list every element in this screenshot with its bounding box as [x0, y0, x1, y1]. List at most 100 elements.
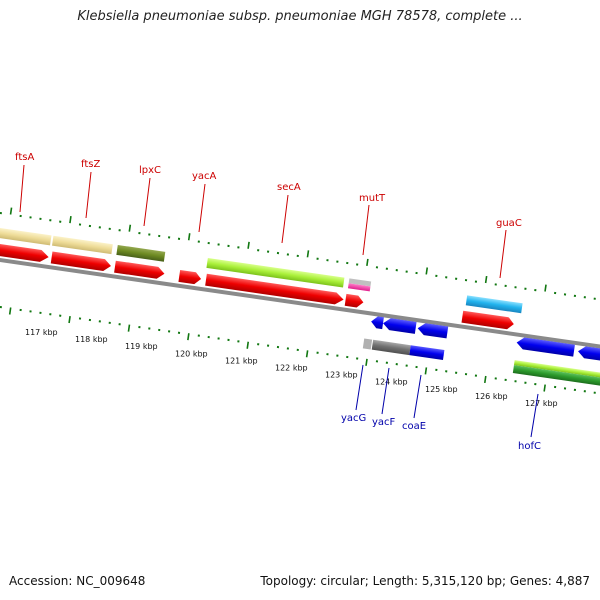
mutT-feature[interactable]: [348, 278, 372, 287]
minor-tick: [207, 241, 210, 245]
minor-tick: [39, 311, 42, 314]
lpxC-label[interactable]: lpxC: [139, 165, 161, 176]
hofC-feature-green[interactable]: [512, 365, 600, 391]
minor-tick: [207, 335, 210, 339]
ftsZ-feature[interactable]: [52, 235, 113, 255]
minor-tick: [405, 270, 408, 273]
hofC-arrow-2[interactable]: [577, 345, 600, 366]
guaC-leader: [499, 229, 507, 279]
minor-tick: [138, 325, 141, 329]
forward-gene-labels: ftsA ftsZ lpxC yacA secA mutT guaC: [15, 152, 522, 279]
ftsZ-label[interactable]: ftsZ: [81, 159, 100, 170]
minor-tick: [266, 250, 270, 253]
minor-tick: [0, 306, 2, 309]
yacG-label[interactable]: yacG: [341, 413, 366, 424]
major-tick: [306, 250, 310, 258]
mutT-label[interactable]: mutT: [359, 193, 386, 204]
minor-tick: [346, 355, 349, 359]
yacG-leader: [355, 364, 364, 411]
hofC-arrow-1[interactable]: [516, 337, 575, 357]
major-tick: [543, 384, 546, 392]
tick-label: 117 kbp: [25, 328, 58, 337]
hofC-leader: [530, 393, 539, 438]
yacF-feature[interactable]: [371, 339, 411, 356]
minor-tick: [108, 227, 111, 230]
minor-tick: [217, 337, 220, 340]
coaE-label[interactable]: coaE: [402, 421, 426, 432]
major-tick: [128, 224, 132, 232]
guaC-feature[interactable]: [465, 295, 523, 314]
minor-tick: [415, 271, 418, 275]
mutT-pink-feature[interactable]: [347, 283, 371, 292]
topology-info-text: Topology: circular; Length: 5,315,120 bp…: [260, 574, 590, 588]
minor-tick: [167, 236, 171, 239]
major-tick: [247, 241, 250, 249]
minor-tick: [474, 374, 478, 377]
minor-tick: [593, 297, 596, 300]
coaE-feature[interactable]: [409, 345, 445, 360]
hofC-label[interactable]: hofC: [518, 441, 541, 452]
minor-tick: [158, 328, 161, 332]
yacF-arrow[interactable]: [382, 317, 417, 334]
minor-tick: [435, 368, 438, 372]
minor-tick: [464, 373, 468, 376]
yacG-feature[interactable]: [362, 338, 373, 350]
minor-tick: [78, 317, 82, 320]
minor-tick: [405, 364, 408, 367]
ftsZ-arrow[interactable]: [50, 251, 112, 272]
hofC-feature-lime[interactable]: [513, 360, 600, 383]
tick-label: 120 kbp: [175, 349, 208, 358]
tick-label: 123 kbp: [325, 371, 358, 380]
minor-tick: [435, 274, 438, 278]
coaE-arrow[interactable]: [417, 322, 449, 339]
minor-tick: [593, 391, 596, 394]
secA-label[interactable]: secA: [277, 182, 301, 193]
minor-tick: [336, 260, 339, 263]
guaC-label[interactable]: guaC: [496, 218, 522, 229]
ftsA-label[interactable]: ftsA: [15, 152, 34, 163]
minor-tick: [573, 294, 577, 297]
minor-tick: [118, 229, 121, 232]
minor-tick: [108, 321, 111, 324]
yacF-label[interactable]: yacF: [372, 417, 396, 428]
tick-label: 126 kbp: [475, 392, 508, 401]
minor-tick: [88, 318, 92, 322]
minor-tick: [455, 371, 458, 374]
minor-tick: [514, 380, 517, 383]
lpxC-arrow[interactable]: [114, 260, 165, 280]
minor-tick: [563, 293, 567, 296]
ftsA-leader: [19, 164, 25, 213]
lpxC-feature[interactable]: [116, 244, 166, 262]
secA-arrow[interactable]: [205, 273, 344, 306]
minor-tick: [276, 251, 280, 255]
minor-tick: [78, 223, 82, 226]
mutT-arrow[interactable]: [344, 293, 365, 308]
minor-tick: [138, 231, 141, 235]
yacA-arrow[interactable]: [178, 269, 202, 285]
tick-label: 124 kbp: [375, 378, 408, 387]
minor-tick: [19, 308, 22, 312]
ftsA-arrow[interactable]: [0, 241, 49, 263]
tick-labels: 117 kbp 118 kbp 119 kbp 120 kbp 121 kbp 122 k…: [25, 328, 558, 408]
minor-tick: [356, 357, 359, 360]
minor-tick: [326, 353, 329, 356]
backbone-track: [0, 255, 600, 354]
yacF-leader: [381, 367, 390, 415]
yacA-label[interactable]: yacA: [192, 171, 217, 182]
tick-label: 118 kbp: [75, 335, 108, 344]
minor-tick: [286, 347, 290, 350]
secA-feature[interactable]: [206, 257, 345, 288]
guaC-arrow[interactable]: [461, 310, 515, 330]
minor-tick: [573, 388, 577, 391]
minor-tick: [375, 360, 379, 363]
major-tick: [69, 216, 72, 224]
minor-tick: [276, 345, 280, 349]
minor-tick: [385, 267, 388, 270]
minor-tick: [563, 387, 567, 390]
minor-tick: [148, 327, 151, 330]
yacG-arrow[interactable]: [370, 316, 384, 330]
major-tick: [127, 324, 131, 332]
ftsA-feature[interactable]: [0, 225, 52, 246]
minor-tick: [296, 254, 299, 258]
